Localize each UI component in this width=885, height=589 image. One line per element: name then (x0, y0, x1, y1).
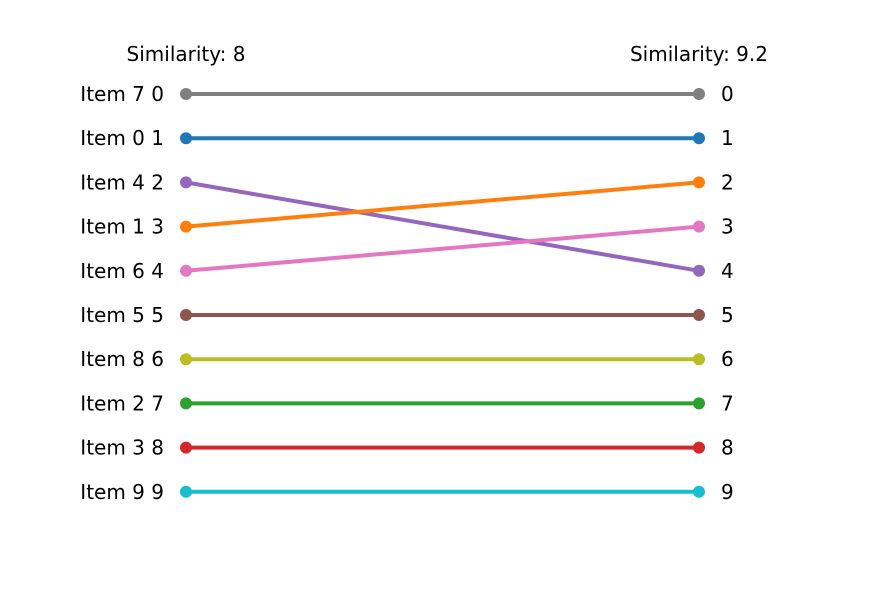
left-rank-label: Item 5 5 (80, 303, 164, 327)
right-rank-label: 9 (721, 480, 734, 504)
right-rank-label: 8 (721, 436, 734, 460)
right-marker (693, 264, 705, 277)
left-marker (180, 132, 192, 145)
left-marker (180, 220, 192, 233)
right-marker (693, 220, 705, 233)
right-column-header: Similarity: 9.2 (630, 42, 768, 66)
right-marker (693, 132, 705, 145)
left-rank-label: Item 2 7 (80, 391, 164, 415)
series-lines (185, 92, 700, 494)
series-line (185, 180, 700, 273)
left-rank-label: Item 8 6 (80, 347, 164, 371)
series-line (185, 180, 700, 229)
right-rank-label: 7 (721, 391, 734, 415)
right-marker (693, 397, 705, 410)
series-line (185, 224, 700, 273)
right-rank-label: 5 (721, 303, 734, 327)
left-marker (180, 264, 192, 277)
right-marker (693, 485, 705, 498)
right-rank-labels: 0 1 2 3 4 5 6 7 8 9 (721, 82, 734, 504)
right-marker (693, 88, 705, 100)
right-rank-label: 2 (721, 170, 734, 194)
left-marker (180, 309, 192, 321)
right-rank-label: 3 (721, 215, 734, 239)
left-column-header: Similarity: 8 (127, 42, 246, 66)
right-rank-label: 1 (721, 126, 734, 150)
right-marker (693, 309, 705, 321)
right-marker (693, 441, 705, 454)
left-rank-label: Item 4 2 (80, 170, 164, 194)
series-markers (180, 88, 705, 498)
left-rank-label: Item 7 0 (80, 82, 164, 106)
left-rank-labels: Item 7 0 Item 0 1 Item 4 2 Item 1 3 Item 6 4… (80, 82, 164, 504)
left-marker (180, 441, 192, 454)
left-marker (180, 397, 192, 410)
right-rank-label: 4 (721, 259, 734, 283)
left-marker (180, 353, 192, 366)
left-marker (180, 485, 192, 498)
right-marker (693, 353, 705, 366)
right-rank-label: 6 (721, 347, 734, 371)
left-rank-label: Item 1 3 (80, 215, 164, 239)
left-rank-label: Item 9 9 (80, 480, 164, 504)
right-marker (693, 176, 705, 189)
left-rank-label: Item 0 1 (80, 126, 164, 150)
left-marker (180, 88, 192, 100)
left-rank-label: Item 6 4 (80, 259, 164, 283)
left-marker (180, 176, 192, 189)
left-rank-label: Item 3 8 (80, 436, 164, 460)
right-rank-label: 0 (721, 82, 734, 106)
